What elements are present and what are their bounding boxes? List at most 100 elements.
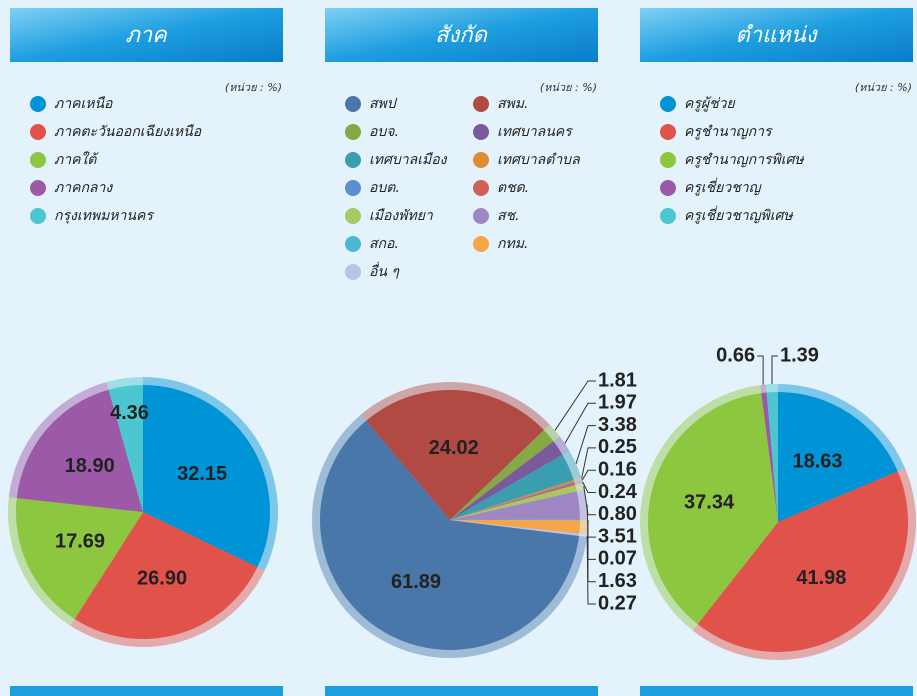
leader-line [583, 486, 596, 516]
data-label: 18.63 [792, 451, 842, 473]
legend-label: อบต. [369, 180, 400, 196]
legend-swatch [473, 124, 489, 140]
data-label: 24.02 [429, 437, 479, 459]
pie-slice [450, 491, 580, 520]
pie-slice [450, 520, 580, 536]
legend-label: ภาคเหนือ [54, 96, 113, 112]
legend-label: เมืองพัทยา [369, 208, 434, 224]
data-label: 4.36 [110, 402, 149, 424]
pie-slice [450, 483, 576, 520]
legend-label: ครูชำนาญการพิเศษ [684, 152, 804, 168]
legend-label: ตชด. [497, 180, 529, 196]
legend-label: อื่น ๆ [369, 261, 400, 280]
legend-swatch [660, 208, 676, 224]
legend-swatch [660, 180, 676, 196]
leader-line [581, 447, 596, 479]
pie-slice [366, 390, 544, 520]
leader-line [554, 380, 596, 431]
data-label: 1.97 [598, 392, 637, 414]
legend-swatch [473, 96, 489, 112]
pie-slice [450, 520, 580, 534]
data-label: 41.98 [796, 567, 846, 589]
legend-label: สพป [369, 96, 398, 112]
legend-label: ภาคกลาง [54, 180, 113, 196]
pie-slice [450, 519, 580, 521]
legend-swatch [660, 96, 676, 112]
legend-label: กทม. [497, 236, 528, 252]
pie-slice [778, 392, 898, 522]
legend-label: อบจ. [369, 124, 399, 140]
legend-swatch [473, 180, 489, 196]
data-label: 1.39 [780, 344, 819, 366]
data-label: 0.66 [716, 344, 755, 366]
leader-line [586, 535, 596, 605]
leader-line [581, 469, 596, 481]
legend-swatch [473, 152, 489, 168]
legend-label: สกอ. [369, 236, 399, 252]
pie-slice [450, 485, 577, 520]
legend-swatch [345, 152, 361, 168]
data-label: 37.34 [684, 491, 735, 513]
header-band [325, 8, 598, 62]
legend-swatch [345, 124, 361, 140]
pie-slice [647, 393, 778, 625]
data-label: 0.24 [598, 481, 638, 503]
legend-swatch [345, 264, 361, 280]
data-label: 0.16 [598, 458, 637, 480]
legend-label: เทศบาลเมือง [369, 152, 448, 168]
legend-label: กรุงเทพมหานคร [54, 208, 154, 224]
data-label: 0.80 [598, 503, 637, 525]
legend-swatch [473, 208, 489, 224]
data-label: 3.51 [598, 525, 637, 547]
pie-slice [450, 481, 575, 520]
legend-label: ภาคใต้ [54, 151, 99, 168]
pie-slice [74, 512, 258, 639]
legend-label: ภาคตะวันออกเฉียงเหนือ [54, 124, 202, 140]
legend-swatch [30, 208, 46, 224]
pie-slice [761, 392, 778, 522]
legend-label: ครูชำนาญการ [684, 124, 773, 140]
chart-title: ตำแหน่ง [735, 23, 818, 48]
pie-slice [450, 441, 563, 520]
legend-label: ครูผู้ช่วย [684, 96, 735, 112]
legend-swatch [345, 236, 361, 252]
leader-line [575, 425, 596, 464]
legend-swatch [30, 124, 46, 140]
legend-swatch [345, 96, 361, 112]
pie-slice [108, 385, 143, 512]
legend-label: เทศบาลนคร [497, 124, 573, 140]
data-label: 0.07 [598, 548, 637, 570]
chart-title: ภาค [125, 23, 168, 48]
data-label: 1.63 [598, 570, 637, 592]
legend-label: ครูเชี่ยวชาญ [684, 177, 763, 196]
header-band [10, 8, 283, 62]
header-band [640, 8, 913, 62]
data-label: 17.69 [55, 530, 105, 552]
data-label: 32.15 [177, 463, 227, 485]
data-label: 18.90 [65, 455, 115, 477]
data-label: 0.27 [598, 592, 637, 614]
pie-slice [319, 420, 580, 650]
pie-slice [15, 498, 143, 620]
legend-swatch [30, 96, 46, 112]
legend-swatch [30, 152, 46, 168]
chart-title: สังกัด [435, 23, 488, 48]
next-header [325, 686, 598, 696]
pie-slice [450, 479, 575, 520]
data-label: 61.89 [391, 571, 441, 593]
pie-slice [143, 385, 271, 568]
legend-label: ครูเชี่ยวชาญพิเศษ [684, 205, 793, 224]
legend-swatch [345, 180, 361, 196]
unit-label: (หน่วย : %) [855, 81, 912, 94]
data-label: 0.25 [598, 436, 637, 458]
legend-swatch [660, 152, 676, 168]
next-header [10, 686, 283, 696]
pie-slice [450, 430, 554, 520]
legend-swatch [660, 124, 676, 140]
unit-label: (หน่วย : %) [225, 81, 282, 94]
leader-line [757, 355, 764, 385]
leader-line [582, 481, 596, 493]
pie-slice [697, 471, 908, 653]
pie-slice [766, 392, 778, 522]
